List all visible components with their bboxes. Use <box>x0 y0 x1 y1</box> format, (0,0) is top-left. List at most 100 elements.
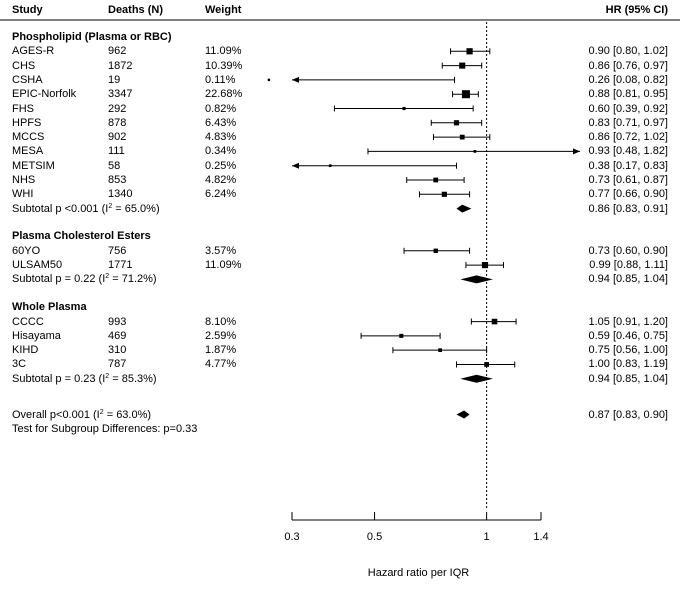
deaths-value: 853 <box>108 174 127 186</box>
deaths-value: 310 <box>108 344 127 357</box>
hr-ci-text: 0.26 [0.08, 0.82] <box>588 73 668 86</box>
weight-value: 0.82% <box>205 102 237 115</box>
weight-value: 0.34% <box>205 145 237 158</box>
hr-ci-text: 0.99 [0.88, 1.11] <box>589 259 668 272</box>
point-estimate <box>399 333 404 338</box>
hr-ci-text: 0.86 [0.76, 0.97] <box>588 59 668 72</box>
weight-value: 8.10% <box>205 315 237 328</box>
study-label: MESA <box>12 145 44 158</box>
point-estimate <box>466 48 473 55</box>
weight-value: 6.43% <box>205 116 237 129</box>
study-label: Hisayama <box>12 329 61 342</box>
deaths-value: 292 <box>108 102 127 115</box>
overall-label: Overall p<0.001 (I2 = 63.0%) <box>12 408 152 421</box>
point-estimate <box>459 62 466 69</box>
study-label: AGES-R <box>12 45 55 58</box>
study-label: CCCC <box>12 315 44 328</box>
point-estimate <box>491 318 498 325</box>
deaths-value: 878 <box>108 116 127 129</box>
study-label: WHI <box>12 188 34 201</box>
hr-ci-text: 0.86 [0.72, 1.02] <box>588 131 668 144</box>
point-estimate <box>473 150 477 153</box>
hr-ci-text: 0.73 [0.61, 0.87] <box>588 174 668 186</box>
subtotal-diamond <box>460 275 493 284</box>
hr-ci-text: 0.77 [0.66, 0.90] <box>588 188 668 201</box>
study-label: NHS <box>12 174 36 186</box>
point-estimate <box>267 78 271 82</box>
weight-value: 6.24% <box>205 188 237 201</box>
point-estimate <box>328 164 332 168</box>
hr-ci-text: 0.38 [0.17, 0.83] <box>588 159 668 172</box>
subtotal-diamond <box>456 204 472 213</box>
group-title: Whole Plasma <box>12 301 87 314</box>
weight-value: 0.25% <box>205 159 237 172</box>
hr-ci-text: 0.73 [0.60, 0.90] <box>588 244 668 257</box>
hr-ci-text: 0.88 [0.81, 0.95] <box>588 88 668 101</box>
point-estimate <box>481 261 489 269</box>
header-hr: HR (95% CI) <box>605 4 668 16</box>
subtotal-hr-text: 0.86 [0.83, 0.91] <box>588 202 668 215</box>
study-label: EPIC-Norfolk <box>12 88 77 101</box>
deaths-value: 902 <box>108 131 127 144</box>
x-tick-label: 1 <box>483 531 490 543</box>
subtotal-hr-text: 0.94 [0.85, 1.04] <box>588 273 668 286</box>
subtotal-hr-text: 0.94 [0.85, 1.04] <box>588 372 668 385</box>
ci-arrow-right <box>573 148 580 155</box>
ci-arrow-left <box>292 162 299 169</box>
header-study: Study <box>12 4 43 16</box>
point-estimate <box>453 120 460 126</box>
weight-value: 11.09% <box>205 259 242 272</box>
point-estimate <box>459 134 465 140</box>
point-estimate <box>438 348 442 353</box>
group-title: Phospholipid (Plasma or RBC) <box>12 31 172 43</box>
deaths-value: 19 <box>108 73 121 86</box>
deaths-value: 1340 <box>108 188 133 201</box>
subtotal-label: Subtotal p <0.001 (I2 = 65.0%) <box>12 202 160 215</box>
point-estimate <box>484 362 489 367</box>
study-label: KIHD <box>12 344 39 357</box>
overall-diamond <box>456 410 470 419</box>
weight-value: 0.11% <box>205 73 236 86</box>
weight-value: 4.82% <box>205 174 237 186</box>
deaths-value: 58 <box>108 159 121 172</box>
deaths-value: 756 <box>108 244 127 257</box>
x-tick-label: 1.4 <box>533 531 549 543</box>
deaths-value: 3347 <box>108 88 133 101</box>
point-estimate <box>461 90 470 99</box>
deaths-value: 111 <box>108 145 125 158</box>
overall-hr-text: 0.87 [0.83, 0.90] <box>588 408 668 421</box>
x-axis-title: Hazard ratio per IQR <box>367 567 470 579</box>
study-label: CSHA <box>12 73 43 86</box>
study-label: METSIM <box>12 159 55 172</box>
deaths-value: 1872 <box>108 59 133 72</box>
hr-ci-text: 0.60 [0.39, 0.92] <box>588 102 668 115</box>
point-estimate <box>433 248 438 253</box>
deaths-value: 787 <box>108 358 127 371</box>
x-tick-label: 0.5 <box>366 531 383 543</box>
weight-value: 11.09% <box>205 45 242 58</box>
weight-value: 2.59% <box>205 329 237 342</box>
deaths-value: 962 <box>108 45 127 58</box>
hr-ci-text: 0.59 [0.46, 0.75] <box>588 329 668 342</box>
x-tick-label: 0.3 <box>284 531 300 543</box>
weight-value: 4.83% <box>205 131 237 144</box>
weight-value: 10.39% <box>205 59 243 72</box>
subtotal-label: Subtotal p = 0.22 (I2 = 71.2%) <box>12 273 157 286</box>
subgroup-test-label: Test for Subgroup Differences: p=0.33 <box>12 422 198 435</box>
ci-arrow-left <box>292 76 299 83</box>
group-title: Plasma Cholesterol Esters <box>12 230 151 243</box>
subtotal-label: Subtotal p = 0.23 (I2 = 85.3%) <box>12 372 157 385</box>
hr-ci-text: 0.75 [0.56, 1.00] <box>588 344 668 357</box>
weight-value: 4.77% <box>205 358 237 371</box>
study-label: CHS <box>12 59 36 72</box>
deaths-value: 469 <box>108 329 127 342</box>
subtotal-diamond <box>460 374 493 383</box>
hr-ci-text: 0.93 [0.48, 1.82] <box>588 145 668 158</box>
study-label: MCCS <box>12 131 45 144</box>
study-label: HPFS <box>12 116 42 129</box>
header-weight: Weight <box>205 4 242 16</box>
study-label: ULSAM50 <box>12 259 63 272</box>
hr-ci-text: 0.90 [0.80, 1.02] <box>588 45 668 58</box>
point-estimate <box>433 177 439 183</box>
